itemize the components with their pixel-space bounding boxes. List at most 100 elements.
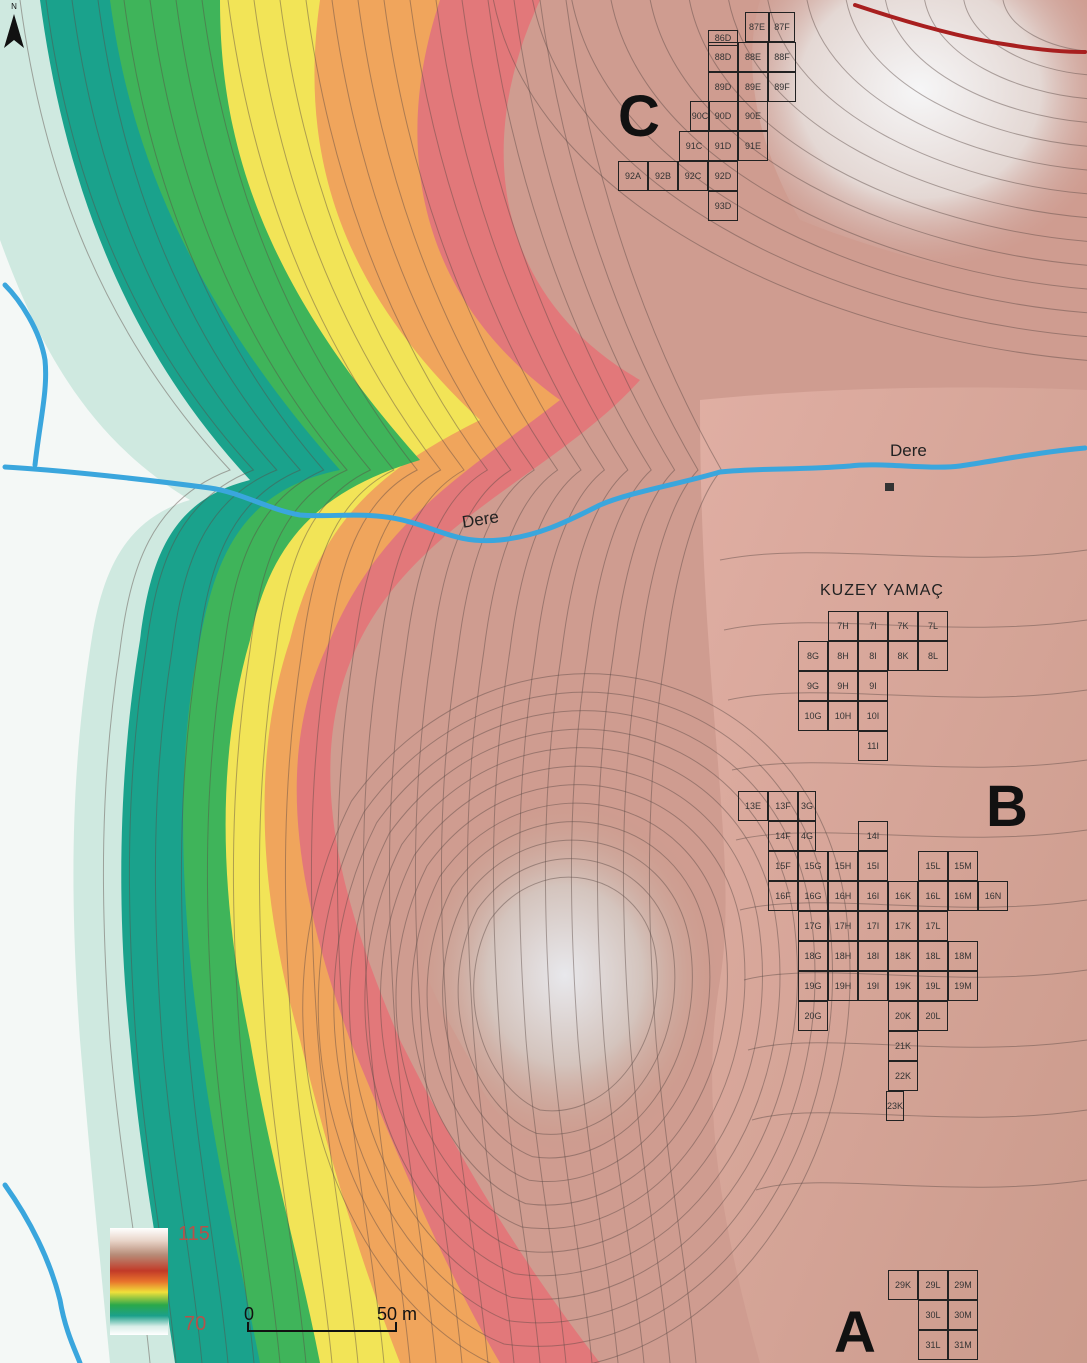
north-arrow-icon: N xyxy=(4,2,24,48)
grid-cell: 16F xyxy=(768,881,798,911)
contour-line xyxy=(731,759,1087,771)
grid-cell: 90C xyxy=(690,101,710,131)
grid-cell: 92D xyxy=(708,161,738,191)
contour-line xyxy=(383,0,559,1363)
contour-line xyxy=(565,0,723,1363)
grid-cell: 18I xyxy=(858,941,888,971)
east-slope xyxy=(700,387,1087,1363)
grid-cell: 29L xyxy=(918,1270,948,1300)
grid-cell: 9H xyxy=(828,671,858,701)
grid-cell: 19K xyxy=(888,971,918,1001)
contour-line xyxy=(380,765,763,1253)
scale-bar xyxy=(247,1322,397,1332)
contour-line xyxy=(539,0,699,1363)
contour-line xyxy=(227,0,418,1363)
contour-line xyxy=(19,0,231,1363)
contour-line xyxy=(513,0,676,1363)
grid-cell: 8G xyxy=(798,641,828,671)
grid-cell: 9I xyxy=(858,671,888,701)
contour-line xyxy=(317,691,833,1347)
contour-line xyxy=(364,747,781,1277)
grid-cell: 16N xyxy=(978,881,1008,911)
band-white xyxy=(0,240,190,1363)
north-label: N xyxy=(11,2,17,11)
road xyxy=(853,3,1087,54)
contour-line xyxy=(728,0,1087,219)
grid-cell: 20L xyxy=(918,1001,948,1031)
contour-line xyxy=(963,0,1087,76)
grid-cell: 23K xyxy=(886,1091,904,1121)
grid-cell: 15L xyxy=(918,851,948,881)
contour-line xyxy=(767,0,1087,195)
grid-cell: 31M xyxy=(948,1330,978,1360)
grid-cell: 15H xyxy=(828,851,858,881)
legend-max-label: 115 xyxy=(178,1223,210,1245)
contour-line xyxy=(924,0,1087,100)
grid-cell: 18M xyxy=(948,941,978,971)
grid-cell: 15F xyxy=(768,851,798,881)
contour-line xyxy=(97,0,302,1363)
grid-cell: 16K xyxy=(888,881,918,911)
contour-line xyxy=(649,0,1087,266)
zone-label-c: C xyxy=(618,84,660,149)
contour-line xyxy=(532,0,1087,338)
contour-line xyxy=(492,0,1087,361)
contour-line xyxy=(426,821,711,1182)
ne-highland xyxy=(752,0,1087,300)
grid-cell: 9G xyxy=(798,671,828,701)
grid-cell: 16L xyxy=(918,881,948,911)
contour-line xyxy=(461,0,629,1363)
grid-cell: 16I xyxy=(858,881,888,911)
grid-cell: 8K xyxy=(888,641,918,671)
grid-cell: 19I xyxy=(858,971,888,1001)
contour-line xyxy=(727,689,1087,701)
grid-cell: 21K xyxy=(888,1031,918,1061)
contour-line xyxy=(333,710,816,1324)
contour-line xyxy=(806,0,1087,171)
contour-line xyxy=(610,0,1087,290)
grid-cell: 10G xyxy=(798,701,828,731)
grid-cell: 20G xyxy=(798,1001,828,1031)
elevation-legend-bar xyxy=(110,1228,168,1335)
grid-cell: 31L xyxy=(918,1330,948,1360)
grid-cell: 18L xyxy=(918,941,948,971)
scale-start-label: 0 xyxy=(244,1304,255,1324)
stream-label: Dere xyxy=(890,441,927,460)
grid-cell: 4G xyxy=(798,821,816,851)
grid-cell: 91E xyxy=(738,131,768,161)
grid-cell: 87F xyxy=(769,12,795,42)
stream-west-branch xyxy=(2,282,49,468)
grid-cell: 10I xyxy=(858,701,888,731)
contour-lines xyxy=(19,0,1087,1363)
grid-cell: 29M xyxy=(948,1270,978,1300)
grid-cell: 86D xyxy=(708,30,738,46)
zone-label-a: A xyxy=(834,1300,876,1363)
contour-line xyxy=(884,0,1087,123)
grid-cell: 13E xyxy=(738,791,768,821)
grid-cell: 8I xyxy=(858,641,888,671)
contour-line xyxy=(473,876,658,1112)
grid-cell: 30M xyxy=(948,1300,978,1330)
contour-line xyxy=(688,0,1087,242)
scale-end-label: 50 m xyxy=(377,1304,418,1324)
contour-line xyxy=(201,0,395,1363)
structure-marker xyxy=(885,483,894,491)
grid-cell: 87E xyxy=(745,12,769,42)
grid-cell: 89F xyxy=(768,72,796,102)
contour-line xyxy=(395,784,746,1230)
contour-line xyxy=(302,673,851,1363)
contour-line xyxy=(149,0,348,1363)
grid-cell: 17K xyxy=(888,911,918,941)
grid-cell: 8L xyxy=(918,641,948,671)
grid-cell: 19G xyxy=(798,971,828,1001)
grid-cell: 15M xyxy=(948,851,978,881)
grid-cell: 89D xyxy=(708,72,738,102)
grid-cell: 16H xyxy=(828,881,858,911)
contour-line xyxy=(571,0,1087,314)
grid-cell: 92A xyxy=(618,161,648,191)
grid-cell: 17G xyxy=(798,911,828,941)
grid-cell: 10H xyxy=(828,701,858,731)
streams xyxy=(2,282,1087,1363)
contour-line xyxy=(743,969,1087,981)
